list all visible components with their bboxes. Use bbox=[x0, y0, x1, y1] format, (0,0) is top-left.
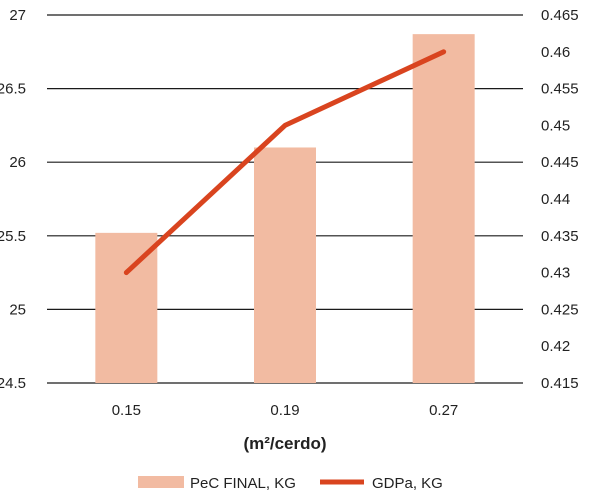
series-line bbox=[123, 49, 447, 276]
left-tick-label: 26.5 bbox=[0, 81, 26, 98]
right-tick-label: 0.445 bbox=[541, 154, 579, 171]
right-tick-label: 0.44 bbox=[541, 191, 570, 208]
bar-series bbox=[95, 34, 475, 384]
left-tick-label: 26 bbox=[9, 154, 26, 171]
left-axis-ticks: 24.5 25 25.5 26 26.5 27 bbox=[0, 7, 26, 392]
right-tick-label: 0.435 bbox=[541, 228, 579, 245]
legend-swatch-bar bbox=[138, 476, 184, 488]
left-tick-label: 25.5 bbox=[0, 228, 26, 245]
bar bbox=[95, 232, 158, 383]
right-tick-label: 0.455 bbox=[541, 81, 579, 98]
x-tick-label: 0.27 bbox=[429, 402, 458, 419]
x-tick-label: 0.19 bbox=[270, 402, 299, 419]
right-tick-label: 0.45 bbox=[541, 117, 570, 134]
legend-label-line: GDPa, KG bbox=[372, 475, 443, 492]
right-tick-label: 0.465 bbox=[541, 7, 579, 24]
right-tick-label: 0.42 bbox=[541, 338, 570, 355]
legend: PeC FINAL, KG GDPa, KG bbox=[138, 475, 443, 492]
bar bbox=[254, 147, 316, 383]
right-tick-label: 0.43 bbox=[541, 265, 570, 282]
x-axis-label: (m²/cerdo) bbox=[243, 434, 326, 453]
x-tick-label: 0.15 bbox=[112, 402, 141, 419]
line-series bbox=[123, 49, 447, 276]
left-tick-label: 24.5 bbox=[0, 375, 26, 392]
bar bbox=[412, 34, 475, 384]
right-tick-label: 0.425 bbox=[541, 301, 579, 318]
legend-label-bar: PeC FINAL, KG bbox=[190, 475, 296, 492]
left-tick-label: 25 bbox=[9, 301, 26, 318]
right-tick-label: 0.415 bbox=[541, 375, 579, 392]
x-axis-ticks: 0.15 0.19 0.27 bbox=[112, 402, 459, 419]
left-tick-label: 27 bbox=[9, 7, 26, 24]
right-tick-label: 0.46 bbox=[541, 44, 570, 61]
right-axis-ticks: 0.415 0.42 0.425 0.43 0.435 0.44 0.445 0.45 0.45… bbox=[541, 7, 579, 392]
